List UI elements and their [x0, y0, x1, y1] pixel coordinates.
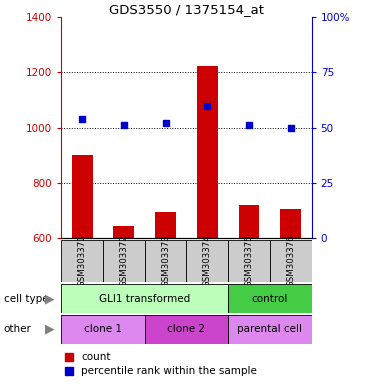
Bar [145, 315, 228, 344]
Bar [61, 284, 228, 313]
Bar [61, 315, 145, 344]
Bar [270, 240, 312, 282]
Text: clone 1: clone 1 [84, 324, 122, 334]
Text: ▶: ▶ [45, 292, 55, 305]
Text: ▶: ▶ [45, 323, 55, 336]
Bar [187, 240, 228, 282]
Bar [280, 209, 301, 238]
Text: clone 2: clone 2 [167, 324, 206, 334]
Text: count: count [81, 352, 111, 362]
Text: GSM303373: GSM303373 [161, 234, 170, 286]
Text: percentile rank within the sample: percentile rank within the sample [81, 366, 257, 376]
Text: GSM303376: GSM303376 [286, 234, 295, 286]
Bar [145, 240, 187, 282]
Bar [103, 240, 145, 282]
Text: GSM303371: GSM303371 [78, 234, 86, 286]
Point [288, 125, 294, 131]
Point [66, 368, 72, 374]
Title: GDS3550 / 1375154_at: GDS3550 / 1375154_at [109, 3, 264, 16]
Text: other: other [4, 324, 32, 334]
Bar [197, 66, 218, 238]
Text: parental cell: parental cell [237, 324, 302, 334]
Bar [228, 284, 312, 313]
Point [162, 120, 168, 126]
Point [79, 116, 85, 122]
Point [246, 122, 252, 129]
Bar [155, 212, 176, 238]
Text: GSM303372: GSM303372 [119, 234, 128, 286]
Bar [228, 240, 270, 282]
Bar [72, 155, 92, 238]
Text: GSM303375: GSM303375 [244, 234, 253, 286]
Bar [61, 240, 103, 282]
Point [204, 103, 210, 109]
Point [121, 122, 127, 129]
Bar [114, 226, 134, 238]
Bar [239, 205, 259, 238]
Text: control: control [252, 293, 288, 304]
Text: cell type: cell type [4, 293, 48, 304]
Text: GLI1 transformed: GLI1 transformed [99, 293, 190, 304]
Text: GSM303374: GSM303374 [203, 234, 212, 286]
Bar [228, 315, 312, 344]
Point [66, 354, 72, 360]
